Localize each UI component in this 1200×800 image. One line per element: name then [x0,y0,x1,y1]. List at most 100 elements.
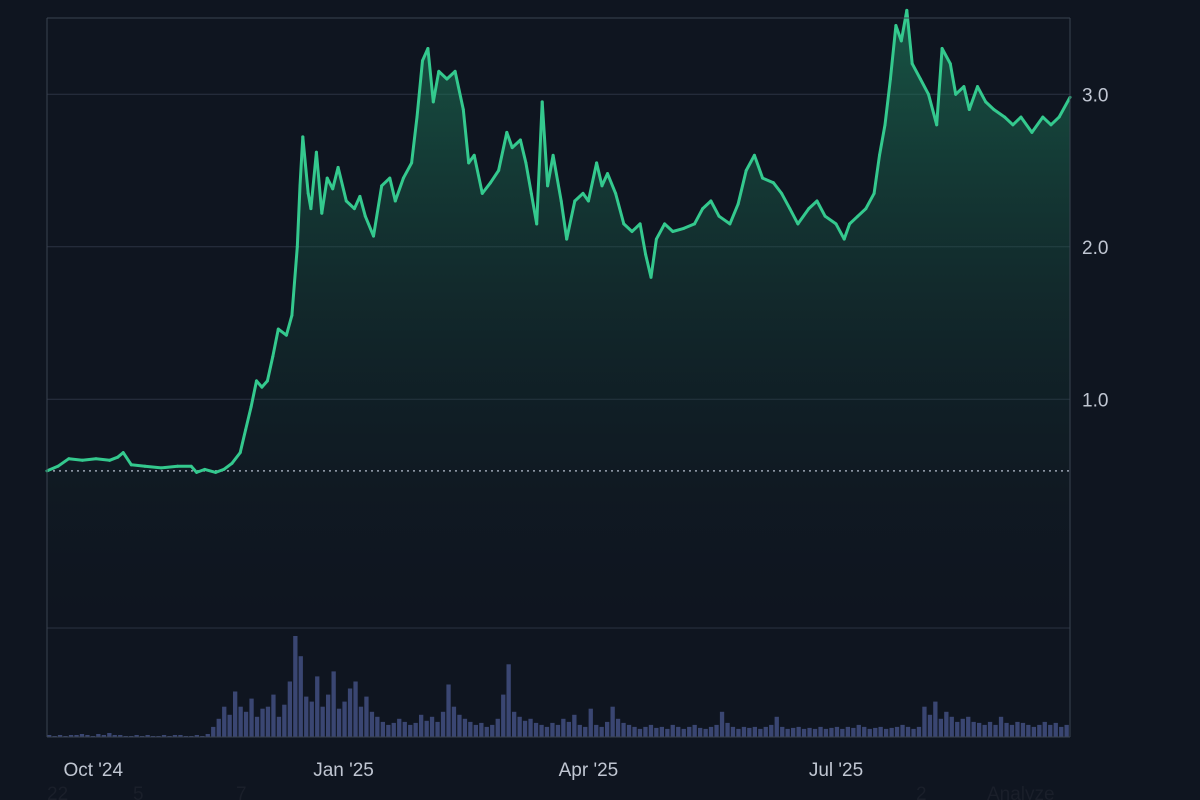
volume-bar [320,706,325,737]
volume-bar [347,688,353,737]
price-line-segment [842,222,852,241]
price-line-segment [878,123,887,157]
volume-bar [57,735,63,737]
volume-bar [205,734,210,737]
volume-bar [933,701,938,737]
volume-bar [708,726,714,737]
y-tick-label: 2.0 [1082,238,1108,259]
volume-bar [468,721,473,737]
volume-bar [336,708,342,737]
volume-bar [829,727,834,737]
price-line-segment [271,327,280,358]
price-line-segment [728,202,740,226]
footer-item: 2 [916,784,927,800]
volume-bar [222,706,227,737]
volume-bar [227,714,232,737]
volume-bar [528,718,533,737]
footer-strip: 22 5 7 2 Analyze [47,784,1055,800]
volume-bar [884,728,889,737]
volume-bar [977,722,982,737]
volume-bar [1026,724,1031,737]
volume-bars [47,636,1069,738]
price-line-segment [606,172,618,195]
volume-bar [632,726,637,737]
price-line-segment [461,108,471,165]
price-line-segment [935,47,944,127]
price-line-segment [284,313,294,337]
volume-bar [577,724,582,737]
volume-bar [840,728,845,737]
volume-bar [615,718,621,737]
volume-bar [687,726,692,737]
volume-bar [451,706,457,737]
price-line-segment [600,172,609,188]
volume-bar [1009,724,1015,737]
price-line-segment [761,176,775,185]
footer-item: 5 [133,784,144,800]
price-line-segment [244,405,253,432]
volume-bar [172,735,178,737]
volume-bar [145,735,150,737]
price-line-segment [614,191,626,226]
price-line-segment [358,194,367,218]
volume-bar [791,727,796,737]
price-line-segment [649,237,658,279]
volume-bar [501,694,506,737]
price-line-segment [771,181,784,195]
volume-bar [692,724,697,737]
volume-bar [243,711,249,738]
volume-bar [342,701,347,737]
volume-bar [703,728,708,737]
price-line-segment [336,165,348,203]
volume-bar [512,711,517,738]
volume-bar [987,721,993,737]
price-line-segment [453,69,465,111]
volume-bar [107,733,112,737]
price-line-segment [1003,115,1015,127]
price-line-segment [595,161,604,188]
volume-bar [380,721,385,737]
volume-bar [287,681,292,738]
volume-bar [533,722,539,737]
price-line-segment [320,176,329,215]
volume-bar [916,726,922,737]
volume-bar [369,711,375,738]
volume-bar [1037,724,1042,737]
price-line-segment [426,47,435,104]
price-line-segment [1057,95,1072,119]
price-line-segment [905,8,914,66]
volume-bar [599,726,604,737]
volume-bar [298,656,303,737]
price-line-segment [497,130,509,172]
price-line-segment [1019,115,1034,134]
price-line-segment [693,207,705,226]
volume-bar [758,728,763,737]
volume-bar [572,714,577,737]
volume-bar [315,676,320,737]
volume-bar [429,716,435,737]
volume-bar [944,711,949,738]
price-line-segment [744,153,756,172]
price-line-segment [363,214,375,238]
volume-bar [982,724,987,737]
price-line-segment [276,327,288,337]
volume-bar [801,728,807,737]
volume-bar [812,728,818,737]
volume-bar [479,722,484,737]
volume-bar [490,724,495,737]
price-line-segment [888,24,898,81]
volume-bar [637,728,643,737]
volume-bar [194,735,199,737]
price-line-segment [1030,115,1045,134]
volume-bar [605,721,610,737]
price-line-segment [815,199,827,218]
volume-bar [233,691,238,737]
volume-bar [698,727,703,737]
price-line-segment [910,62,922,81]
volume-bar [408,724,413,737]
price-line-segment [540,100,550,188]
volume-bar [550,722,555,737]
volume-bar [643,726,648,737]
x-tick-label: Apr '25 [559,760,619,781]
volume-bar [654,727,659,737]
